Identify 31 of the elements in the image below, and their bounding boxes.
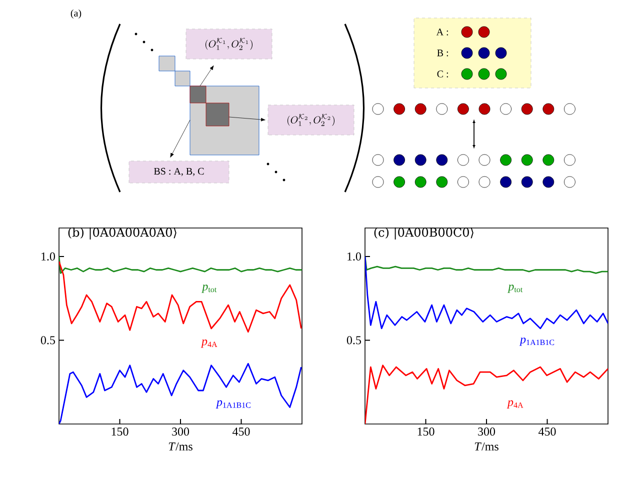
- line-series: [59, 260, 302, 333]
- text: BS : A, B, C: [154, 168, 204, 176]
- series-label: p$_{1A1B1C}$: [216, 400, 250, 409]
- x-tick-label: 150: [112, 428, 128, 436]
- chart-title: (c) |0A00B00C0⟩: [374, 227, 474, 240]
- chart-title: (b) |0A0A00A0A0⟩: [68, 227, 176, 240]
- series-label: p$_{1A1B1C}$: [519, 338, 554, 346]
- text: (a): [70, 9, 82, 19]
- text: A :: [436, 28, 448, 36]
- text: B :: [437, 50, 448, 56]
- y-tick-label: 0.5: [40, 336, 56, 344]
- line-series: [365, 256, 608, 330]
- y-tick-label: 1.0: [348, 252, 362, 261]
- x-tick-label: 450: [232, 428, 250, 436]
- x-tick-label: 150: [418, 428, 434, 436]
- y-tick-label: 0.5: [346, 336, 362, 344]
- text: $(O_1^{\mathcal{K}_2}, O_2^{\mathcal{K}_2})$: [287, 114, 335, 126]
- x-tick-label: 300: [478, 428, 496, 436]
- x-tick-label: 300: [172, 428, 190, 436]
- series-label: p$_{tot}$: [507, 284, 523, 293]
- series-label: p$_{4A}$: [200, 340, 218, 348]
- series-label: p$_{4A}$: [506, 400, 524, 409]
- x-tick-label: 450: [538, 428, 556, 436]
- line-series: [365, 364, 608, 424]
- x-axis-title: T/ms: [474, 442, 498, 451]
- y-tick-label: 1.0: [42, 252, 56, 261]
- line-series: [59, 362, 302, 424]
- series-label: p$_{tot}$: [201, 284, 217, 293]
- text: $(O_1^{\mathcal{K}_1}, O_2^{\mathcal{K}_1})$: [205, 38, 253, 50]
- x-axis-title: T/ms: [168, 442, 192, 451]
- text: C :: [437, 70, 448, 78]
